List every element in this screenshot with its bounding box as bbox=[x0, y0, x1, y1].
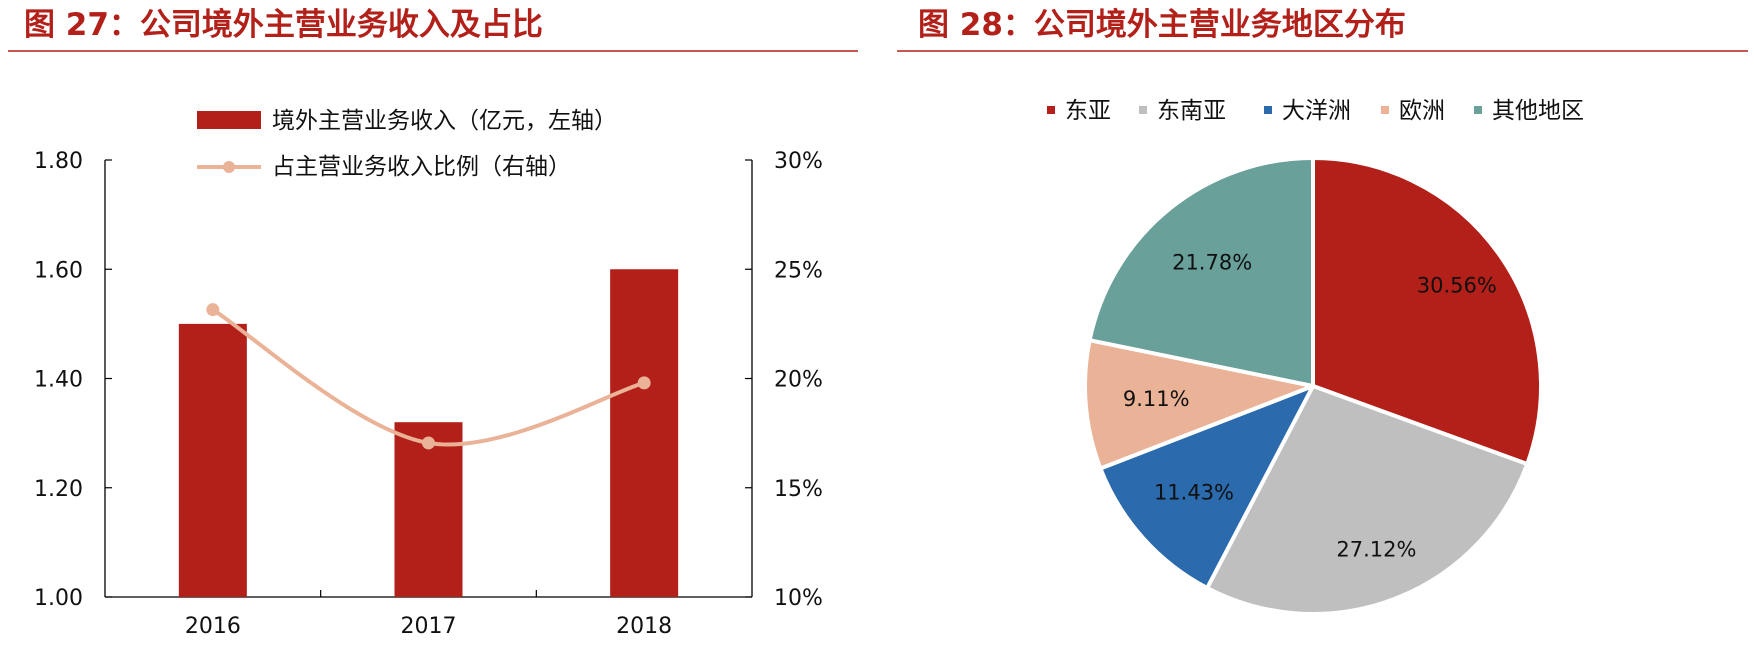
pie-legend-label: 东亚 bbox=[1065, 98, 1111, 124]
left-y-tick-label: 1.40 bbox=[34, 368, 83, 393]
fig27-line-series bbox=[206, 303, 651, 450]
legend-label-line: 占主营业务收入比例（右轴） bbox=[272, 154, 571, 180]
right-y-tick-label: 20% bbox=[774, 368, 823, 393]
pie-legend-swatch bbox=[1474, 106, 1482, 114]
fig27-title: 图 27：公司境外主营业务收入及占比 bbox=[24, 7, 543, 43]
fig28-pie bbox=[1083, 156, 1543, 616]
pie-slice-东亚 bbox=[1311, 156, 1543, 467]
fig28-value-labels: 30.56% 27.12% 11.43% 9.11% 21.78% bbox=[1123, 250, 1497, 561]
ratio-point-2018 bbox=[637, 376, 651, 390]
pie-value-label: 11.43% bbox=[1154, 480, 1234, 504]
legend-label-bar: 境外主营业务收入（亿元，左轴） bbox=[272, 108, 617, 134]
legend-swatch-bar bbox=[197, 111, 261, 129]
pie-legend-label: 东南亚 bbox=[1157, 98, 1226, 124]
fig27-axes: 1.00 1.20 1.40 1.60 1.80 10% 15% 20% 25% 30% 2016 2… bbox=[34, 149, 823, 639]
pie-value-label: 30.56% bbox=[1417, 273, 1497, 297]
pie-legend-swatch bbox=[1047, 106, 1055, 114]
bar-2016 bbox=[178, 323, 247, 597]
fig27-legend: 境外主营业务收入（亿元，左轴） 占主营业务收入比例（右轴） bbox=[197, 108, 617, 180]
ratio-point-2017 bbox=[422, 436, 435, 450]
x-tick-label: 2018 bbox=[616, 614, 672, 639]
pie-value-label: 27.12% bbox=[1336, 538, 1416, 562]
right-y-tick-label: 10% bbox=[774, 586, 823, 611]
left-y-tick-label: 1.20 bbox=[34, 477, 83, 502]
fig28-title: 图 28：公司境外主营业务地区分布 bbox=[918, 7, 1406, 43]
pie-slice-东南亚 bbox=[1205, 384, 1530, 616]
pie-legend-label: 大洋洲 bbox=[1282, 98, 1351, 124]
pie-legend-swatch bbox=[1381, 106, 1389, 114]
left-y-tick-label: 1.60 bbox=[34, 258, 83, 283]
left-y-tick-label: 1.80 bbox=[34, 149, 83, 174]
pie-legend-label: 欧洲 bbox=[1399, 98, 1445, 124]
right-y-tick-label: 15% bbox=[774, 477, 823, 502]
pie-slice-其他地区 bbox=[1087, 156, 1315, 388]
pie-slice-大洋洲 bbox=[1098, 384, 1315, 590]
fig28-legend: 东亚 东南亚 大洋洲 欧洲 其他地区 bbox=[1047, 98, 1584, 124]
legend-swatch-marker bbox=[223, 161, 235, 173]
pie-value-label: 21.78% bbox=[1172, 250, 1252, 274]
pie-legend-swatch bbox=[1264, 106, 1272, 114]
right-y-tick-label: 30% bbox=[774, 149, 823, 174]
pie-value-label: 9.11% bbox=[1123, 387, 1190, 411]
fig27-bars bbox=[178, 269, 679, 597]
pie-legend-label: 其他地区 bbox=[1492, 98, 1584, 124]
ratio-point-2016 bbox=[206, 303, 220, 317]
x-tick-label: 2017 bbox=[401, 614, 457, 639]
left-y-tick-label: 1.00 bbox=[34, 586, 83, 611]
bar-2018 bbox=[610, 269, 679, 597]
pie-legend-swatch bbox=[1139, 106, 1147, 114]
bar-2017 bbox=[394, 422, 463, 597]
right-y-tick-label: 25% bbox=[774, 258, 823, 283]
x-tick-label: 2016 bbox=[185, 614, 241, 639]
pie-slice-欧洲 bbox=[1083, 338, 1315, 471]
